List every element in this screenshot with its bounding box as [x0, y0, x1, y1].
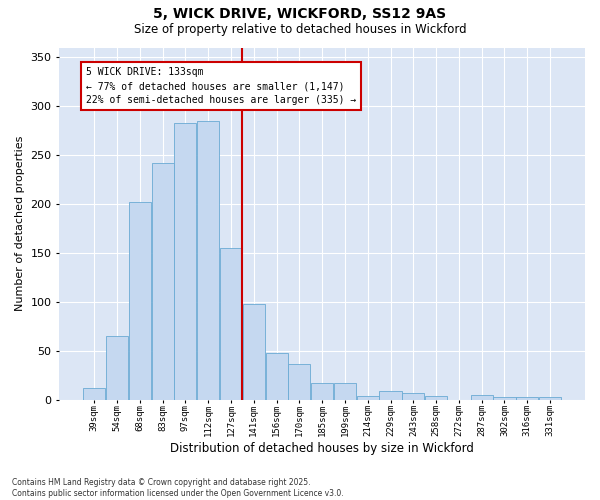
Y-axis label: Number of detached properties: Number of detached properties [15, 136, 25, 312]
Bar [425, 396, 447, 400]
Bar [175, 123, 196, 400]
Text: 5 WICK DRIVE: 133sqm
← 77% of detached houses are smaller (1,147)
22% of semi-de: 5 WICK DRIVE: 133sqm ← 77% of detached h… [86, 67, 356, 105]
Bar [197, 121, 219, 400]
X-axis label: Distribution of detached houses by size in Wickford: Distribution of detached houses by size … [170, 442, 474, 455]
Bar [356, 396, 379, 400]
Bar [379, 391, 401, 400]
Bar [334, 384, 356, 400]
Text: Contains HM Land Registry data © Crown copyright and database right 2025.
Contai: Contains HM Land Registry data © Crown c… [12, 478, 344, 498]
Bar [402, 393, 424, 400]
Bar [152, 163, 173, 400]
Text: Size of property relative to detached houses in Wickford: Size of property relative to detached ho… [134, 22, 466, 36]
Bar [493, 397, 515, 400]
Bar [243, 304, 265, 400]
Bar [539, 397, 561, 400]
Bar [106, 336, 128, 400]
Bar [470, 395, 493, 400]
Bar [220, 248, 242, 400]
Bar [289, 364, 310, 400]
Bar [516, 397, 538, 400]
Bar [311, 384, 333, 400]
Bar [266, 353, 287, 400]
Bar [129, 202, 151, 400]
Bar [83, 388, 106, 400]
Text: 5, WICK DRIVE, WICKFORD, SS12 9AS: 5, WICK DRIVE, WICKFORD, SS12 9AS [154, 8, 446, 22]
